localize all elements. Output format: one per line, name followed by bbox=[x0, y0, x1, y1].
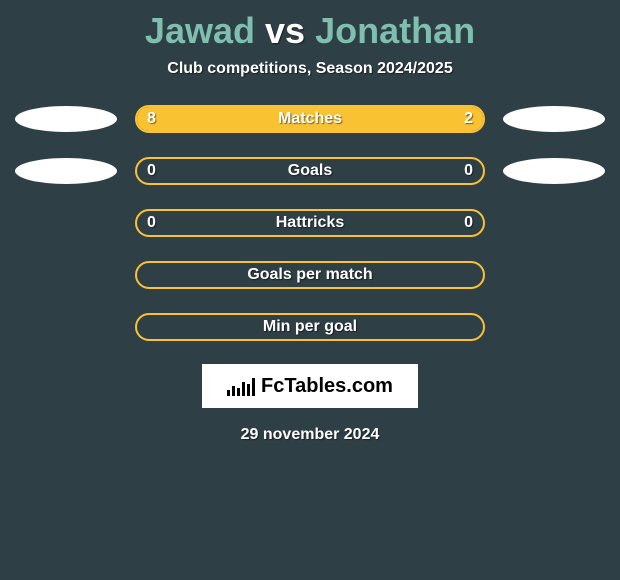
stat-label: Goals bbox=[137, 162, 483, 180]
logo-box[interactable]: FcTables.com bbox=[202, 364, 418, 408]
stat-label: Goals per match bbox=[137, 266, 483, 284]
chip-spacer bbox=[15, 210, 117, 236]
stat-bar: Goals per match bbox=[135, 261, 485, 289]
subtitle: Club competitions, Season 2024/2025 bbox=[0, 60, 620, 78]
stat-row: Goals per match bbox=[0, 260, 620, 290]
stats-container: 82Matches 00Goals 00Hattricks Goals per mat… bbox=[0, 104, 620, 342]
page-title: Jawad vs Jonathan bbox=[0, 10, 620, 52]
date-text: 29 november 2024 bbox=[0, 426, 620, 444]
player2-name: Jonathan bbox=[315, 10, 475, 51]
stat-row: 00Hattricks bbox=[0, 208, 620, 238]
stat-row: Min per goal bbox=[0, 312, 620, 342]
chip-spacer bbox=[15, 314, 117, 340]
player2-chip bbox=[503, 106, 605, 132]
chip-spacer bbox=[15, 262, 117, 288]
stat-label: Min per goal bbox=[137, 318, 483, 336]
chip-spacer bbox=[503, 314, 605, 340]
stat-bar: 00Goals bbox=[135, 157, 485, 185]
stat-label: Hattricks bbox=[137, 214, 483, 232]
logo-text: FcTables.com bbox=[261, 375, 393, 398]
stat-bar: Min per goal bbox=[135, 313, 485, 341]
chip-spacer bbox=[503, 210, 605, 236]
stat-bar: 00Hattricks bbox=[135, 209, 485, 237]
stat-label: Matches bbox=[137, 110, 483, 128]
bar-chart-icon bbox=[227, 376, 255, 396]
stat-bar: 82Matches bbox=[135, 105, 485, 133]
player2-chip bbox=[503, 158, 605, 184]
stat-row: 82Matches bbox=[0, 104, 620, 134]
vs-text: vs bbox=[265, 10, 305, 51]
comparison-card: Jawad vs Jonathan Club competitions, Sea… bbox=[0, 0, 620, 444]
chip-spacer bbox=[503, 262, 605, 288]
player1-chip bbox=[15, 158, 117, 184]
player1-name: Jawad bbox=[145, 10, 255, 51]
stat-row: 00Goals bbox=[0, 156, 620, 186]
player1-chip bbox=[15, 106, 117, 132]
